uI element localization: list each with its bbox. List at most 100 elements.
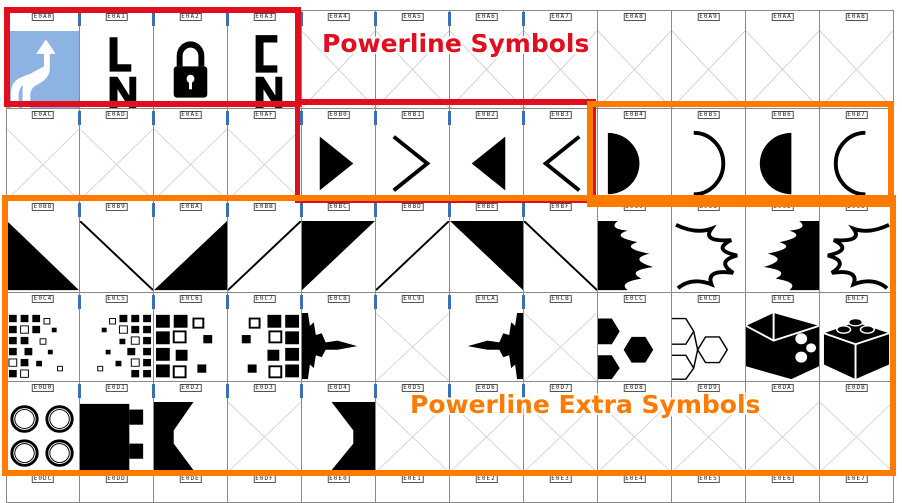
glyph-code-label: E0A7	[549, 13, 572, 21]
glyph-cell-e0b6[interactable]: E0B6	[746, 109, 820, 201]
cell-divider-marker	[78, 111, 81, 125]
glyph-cell-e0b4[interactable]: E0B4	[598, 109, 672, 201]
glyph-cell-e0aa[interactable]: E0AA	[746, 10, 820, 109]
glyph-cell-e0d2[interactable]: E0D2	[154, 382, 228, 473]
glyph-cell-e0dd[interactable]: E0DD	[80, 473, 154, 503]
glyph-cell-e0cc[interactable]: E0CC	[598, 293, 672, 382]
glyph-cell-e0a1[interactable]: E0A1	[80, 10, 154, 109]
empty-glyph-placeholder	[820, 31, 893, 108]
glyph-cell-e0a0[interactable]: E0A0	[6, 10, 80, 109]
glyph-cell-e0e6[interactable]: E0E6	[746, 473, 820, 503]
glyph-cell-e0c8[interactable]: E0C8	[302, 293, 376, 382]
glyph-cell-e0bf[interactable]: E0BF	[524, 201, 598, 293]
glyph-cell-e0e3[interactable]: E0E3	[524, 473, 598, 503]
glyph-cell-e0bd[interactable]: E0BD	[376, 201, 450, 293]
glyph-cell-e0e1[interactable]: E0E1	[376, 473, 450, 503]
glyph-cell-e0c0[interactable]: E0C0	[598, 201, 672, 293]
glyph-cell-e0ca[interactable]: E0CA	[450, 293, 524, 382]
glyph-code-label: E0D8	[623, 384, 646, 392]
glyph-cell-e0c7[interactable]: E0C7	[228, 293, 302, 382]
cell-divider-marker	[448, 295, 451, 309]
glyph-cell-e0d4[interactable]: E0D4	[302, 382, 376, 473]
cell-divider-marker	[78, 203, 81, 217]
glyph-cell-e0c5[interactable]: E0C5	[80, 293, 154, 382]
cell-divider-marker	[374, 12, 377, 26]
glyph-cell-e0cf[interactable]: E0CF	[820, 293, 894, 382]
glyph-cell-e0bb[interactable]: E0BB	[228, 201, 302, 293]
glyph-cell-e0e2[interactable]: E0E2	[450, 473, 524, 503]
glyph-code-label: E0CF	[845, 295, 868, 303]
glyph-code-label: E0A8	[623, 13, 646, 21]
upper-right-triangle-icon	[450, 221, 523, 292]
glyph-cell-e0d5[interactable]: E0D5	[376, 382, 450, 473]
glyph-cell-e0d8[interactable]: E0D8	[598, 382, 672, 473]
glyph-cell-e0da[interactable]: E0DA	[746, 382, 820, 473]
glyph-cell-e0b3[interactable]: E0B3	[524, 109, 598, 201]
glyph-cell-e0e7[interactable]: E0E7	[820, 473, 894, 503]
glyph-cell-e0c1[interactable]: E0C1	[672, 201, 746, 293]
glyph-cell-e0d9[interactable]: E0D9	[672, 382, 746, 473]
glyph-cell-e0c9[interactable]: E0C9	[376, 293, 450, 382]
glyph-code-label: E0B9	[105, 203, 128, 211]
glyph-cell-e0a4[interactable]: E0A4	[302, 10, 376, 109]
glyph-cell-e0b9[interactable]: E0B9	[80, 201, 154, 293]
glyph-cell-e0ce[interactable]: E0CE	[746, 293, 820, 382]
glyph-cell-e0ba[interactable]: E0BA	[154, 201, 228, 293]
glyph-cell-e0d6[interactable]: E0D6	[450, 382, 524, 473]
glyph-cell-e0a7[interactable]: E0A7	[524, 10, 598, 109]
glyph-code-label: E0AA	[771, 13, 794, 21]
cell-divider-marker	[226, 295, 229, 309]
glyph-cell-e0ae[interactable]: E0AE	[154, 109, 228, 201]
glyph-cell-e0de[interactable]: E0DE	[154, 473, 228, 503]
glyph-cell-e0cd[interactable]: E0CD	[672, 293, 746, 382]
glyph-code-label: E0C7	[253, 295, 276, 303]
glyph-cell-e0cb[interactable]: E0CB	[524, 293, 598, 382]
cell-divider-marker	[152, 384, 155, 398]
glyph-cell-e0e4[interactable]: E0E4	[598, 473, 672, 503]
glyph-cell-e0e5[interactable]: E0E5	[672, 473, 746, 503]
cell-divider-marker	[522, 111, 525, 125]
glyph-cell-e0af[interactable]: E0AF	[228, 109, 302, 201]
glyph-cell-e0b1[interactable]: E0B1	[376, 109, 450, 201]
glyph-cell-e0db[interactable]: E0DB	[820, 382, 894, 473]
glyph-cell-e0be[interactable]: E0BE	[450, 201, 524, 293]
flame-left-icon	[746, 221, 819, 292]
lego-block-sideways-icon	[7, 402, 79, 472]
glyph-cell-e0a2[interactable]: E0A2	[154, 10, 228, 109]
glyph-cell-e0e0[interactable]: E0E0	[302, 473, 376, 503]
glyph-cell-e0dc[interactable]: E0DC	[6, 473, 80, 503]
glyph-cell-e0a8[interactable]: E0A8	[598, 10, 672, 109]
left-triangle-icon	[450, 129, 523, 200]
glyph-code-label: E0B4	[623, 111, 646, 119]
empty-glyph-placeholder	[376, 402, 449, 472]
glyph-cell-e0c2[interactable]: E0C2	[746, 201, 820, 293]
glyph-cell-e0d1[interactable]: E0D1	[80, 382, 154, 473]
cell-divider-marker	[374, 384, 377, 398]
glyph-cell-e0a9[interactable]: E0A9	[672, 10, 746, 109]
padlock-icon	[154, 31, 227, 108]
glyph-cell-e0ab[interactable]: E0AB	[820, 10, 894, 109]
glyph-cell-e0b0[interactable]: E0B0	[302, 109, 376, 201]
glyph-cell-e0d3[interactable]: E0D3	[228, 382, 302, 473]
cell-divider-marker	[448, 384, 451, 398]
glyph-cell-e0c6[interactable]: E0C6	[154, 293, 228, 382]
ice-waveform-left-icon	[450, 313, 523, 381]
glyph-cell-e0a5[interactable]: E0A5	[376, 10, 450, 109]
glyph-cell-e0b5[interactable]: E0B5	[672, 109, 746, 201]
glyph-cell-e0b2[interactable]: E0B2	[450, 109, 524, 201]
glyph-cell-e0c4[interactable]: E0C4	[6, 293, 80, 382]
glyph-cell-e0d7[interactable]: E0D7	[524, 382, 598, 473]
glyph-cell-e0ac[interactable]: E0AC	[6, 109, 80, 201]
glyph-cell-e0ad[interactable]: E0AD	[80, 109, 154, 201]
glyph-cell-e0d0[interactable]: E0D0	[6, 382, 80, 473]
glyph-code-label: E0D4	[327, 384, 350, 392]
glyph-cell-e0a3[interactable]: E0A3	[228, 10, 302, 109]
glyph-code-label: E0A6	[475, 13, 498, 21]
glyph-cell-e0b7[interactable]: E0B7	[820, 109, 894, 201]
glyph-cell-e0bc[interactable]: E0BC	[302, 201, 376, 293]
line-number-icon	[80, 31, 153, 108]
glyph-cell-e0a6[interactable]: E0A6	[450, 10, 524, 109]
glyph-cell-e0c3[interactable]: E0C3	[820, 201, 894, 293]
glyph-cell-e0b8[interactable]: E0B8	[6, 201, 80, 293]
glyph-cell-e0df[interactable]: E0DF	[228, 473, 302, 503]
